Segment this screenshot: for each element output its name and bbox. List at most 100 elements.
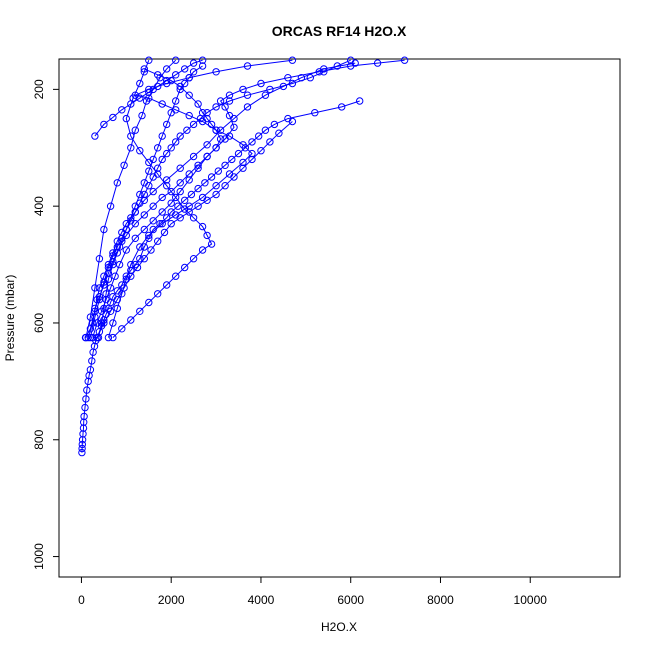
data-point bbox=[122, 272, 131, 280]
data-point bbox=[154, 237, 162, 245]
data-point bbox=[95, 295, 104, 304]
data-point bbox=[140, 243, 149, 251]
data-point bbox=[174, 202, 182, 210]
data-point bbox=[127, 132, 135, 140]
data-point bbox=[320, 68, 328, 76]
data-point bbox=[214, 167, 223, 175]
data-point bbox=[136, 190, 144, 199]
data-point bbox=[176, 85, 184, 94]
data-point bbox=[212, 144, 220, 152]
x-tick-label: 2000 bbox=[158, 593, 185, 607]
x-axis-label: H2O.X bbox=[321, 620, 357, 634]
data-point bbox=[228, 155, 236, 164]
data-point bbox=[127, 144, 135, 152]
data-point bbox=[109, 257, 117, 266]
data-point bbox=[203, 231, 211, 240]
data-point bbox=[167, 76, 175, 85]
data-point bbox=[100, 304, 108, 313]
data-point bbox=[104, 263, 113, 272]
data-point bbox=[133, 263, 142, 272]
data-point bbox=[183, 126, 191, 134]
data-point bbox=[333, 62, 341, 70]
data-point bbox=[185, 91, 193, 99]
x-tick-label: 8000 bbox=[427, 593, 454, 607]
data-point bbox=[194, 202, 202, 210]
data-point bbox=[111, 272, 119, 280]
data-point bbox=[91, 132, 99, 140]
data-point bbox=[109, 333, 117, 342]
x-tick-label: 4000 bbox=[248, 593, 275, 607]
data-lines bbox=[81, 59, 405, 453]
data-point bbox=[136, 94, 144, 102]
data-point bbox=[145, 167, 153, 175]
data-point bbox=[163, 76, 171, 85]
series-line bbox=[92, 68, 222, 338]
series-line bbox=[89, 59, 351, 338]
data-point bbox=[120, 161, 128, 170]
data-point bbox=[172, 272, 180, 280]
data-point bbox=[102, 290, 110, 298]
data-point bbox=[140, 65, 149, 73]
data-point bbox=[78, 444, 86, 453]
data-point bbox=[181, 79, 189, 88]
data-point bbox=[140, 225, 149, 234]
data-point bbox=[127, 260, 135, 269]
data-point bbox=[113, 179, 122, 187]
data-point bbox=[221, 161, 229, 170]
data-point bbox=[284, 74, 292, 82]
data-point bbox=[149, 173, 157, 181]
data-point bbox=[176, 187, 184, 196]
data-point bbox=[207, 240, 216, 248]
y-tick-label: 800 bbox=[32, 429, 46, 449]
data-point bbox=[131, 126, 140, 134]
data-point bbox=[83, 386, 91, 394]
data-point bbox=[136, 79, 144, 88]
data-point bbox=[297, 74, 306, 82]
data-point bbox=[158, 208, 166, 216]
data-point bbox=[172, 97, 180, 105]
data-point bbox=[154, 290, 162, 298]
plot-frame bbox=[58, 58, 621, 578]
data-point bbox=[288, 56, 297, 64]
data-point bbox=[79, 430, 87, 438]
data-point bbox=[181, 263, 189, 272]
data-point bbox=[149, 202, 157, 210]
data-point bbox=[167, 199, 175, 207]
data-point bbox=[207, 120, 216, 129]
data-point bbox=[163, 65, 171, 73]
data-point bbox=[127, 100, 135, 108]
data-point bbox=[172, 193, 180, 202]
y-axis-label: Pressure (mbar) bbox=[3, 275, 17, 362]
data-point bbox=[158, 100, 166, 108]
data-point bbox=[127, 217, 135, 225]
data-point bbox=[78, 440, 87, 449]
data-point bbox=[86, 366, 95, 374]
data-point bbox=[145, 231, 153, 240]
data-point bbox=[212, 103, 220, 111]
data-point bbox=[109, 113, 117, 122]
data-point bbox=[248, 149, 256, 158]
data-point bbox=[109, 249, 117, 257]
data-point bbox=[201, 179, 209, 187]
data-point bbox=[149, 217, 157, 225]
data-point bbox=[187, 190, 196, 199]
data-point bbox=[80, 412, 88, 421]
data-point bbox=[122, 275, 131, 283]
data-point bbox=[225, 111, 234, 120]
data-point bbox=[167, 109, 175, 117]
data-point bbox=[163, 182, 171, 190]
data-point bbox=[288, 117, 297, 126]
data-point bbox=[78, 448, 86, 457]
y-axis: 200 400 600 800 1000 bbox=[32, 79, 60, 570]
data-point bbox=[94, 333, 103, 342]
x-tick-label: 10000 bbox=[514, 593, 548, 607]
data-point bbox=[185, 74, 193, 82]
data-point bbox=[127, 214, 135, 222]
data-point bbox=[145, 234, 153, 243]
data-point bbox=[243, 62, 252, 70]
data-point bbox=[145, 182, 153, 190]
data-point bbox=[172, 211, 180, 219]
data-point bbox=[189, 152, 198, 161]
data-point bbox=[239, 158, 247, 167]
